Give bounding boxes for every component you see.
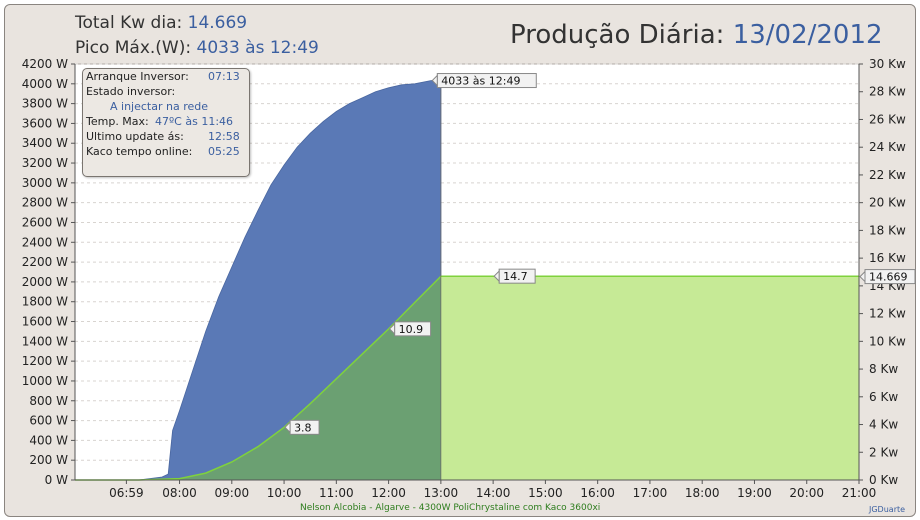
x-tick-label: 06:59 bbox=[109, 486, 144, 500]
footer-caption: Nelson Alcobia - Algarve - 4300W PoliChr… bbox=[300, 503, 601, 513]
y-right-tick-label: 0 Kw bbox=[869, 473, 898, 487]
y-left-tick-label: 2000 W bbox=[22, 275, 68, 289]
data-label: 4033 às 12:49 bbox=[431, 73, 537, 89]
y-left-tick-label: 400 W bbox=[29, 433, 68, 447]
x-tick-label: 11:00 bbox=[319, 486, 354, 500]
data-label: 10.9 bbox=[388, 321, 432, 337]
start-label: Arranque Inversor: bbox=[86, 70, 189, 83]
y-right-tick-label: 22 Kw bbox=[869, 168, 906, 182]
peak-header: Pico Máx.(W): 4033 às 12:49 bbox=[75, 38, 319, 58]
data-label-text: 3.8 bbox=[294, 421, 312, 434]
y-right-tick-label: 18 Kw bbox=[869, 223, 906, 237]
data-label: 14.7 bbox=[493, 268, 536, 284]
peak-label: Pico Máx.(W): bbox=[75, 38, 192, 58]
data-label-pointer bbox=[859, 270, 866, 283]
y-left-tick-label: 1800 W bbox=[22, 295, 68, 309]
chart-title: Produção Diária: 13/02/2012 bbox=[510, 20, 883, 50]
y-left-tick-label: 2400 W bbox=[22, 235, 68, 249]
state-label: Estado inversor: bbox=[86, 85, 176, 98]
y-left-tick-label: 2200 W bbox=[22, 255, 68, 269]
y-left-tick-label: 3800 W bbox=[22, 97, 68, 111]
chart-title-label: Produção Diária: bbox=[510, 20, 725, 50]
online-label: Kaco tempo online: bbox=[86, 145, 193, 158]
x-tick-label: 16:00 bbox=[580, 486, 615, 500]
energy-series-area-flat bbox=[440, 276, 859, 480]
x-tick-label: 18:00 bbox=[685, 486, 720, 500]
y-left-tick-label: 1000 W bbox=[22, 374, 68, 388]
total-kw-label: Total Kw dia: bbox=[75, 13, 183, 33]
update-value: 12:58 bbox=[208, 130, 240, 143]
y-left-tick-label: 1200 W bbox=[22, 354, 68, 368]
data-label-text: 14.7 bbox=[503, 270, 527, 283]
data-label-text: 14.669 bbox=[869, 271, 908, 284]
state-value: A injectar na rede bbox=[110, 100, 209, 113]
y-left-tick-label: 0 W bbox=[45, 473, 68, 487]
data-label-pointer bbox=[431, 74, 438, 87]
data-label-text: 4033 às 12:49 bbox=[441, 75, 520, 88]
peak-value: 4033 às 12:49 bbox=[196, 38, 319, 58]
y-left-tick-label: 2600 W bbox=[22, 215, 68, 229]
total-kw-value: 14.669 bbox=[187, 13, 248, 33]
x-tick-label: 13:00 bbox=[424, 486, 459, 500]
footer-credit: JGDuarte bbox=[869, 505, 906, 514]
x-tick-label: 15:00 bbox=[528, 486, 563, 500]
data-label-pointer bbox=[388, 322, 396, 336]
y-right-tick-label: 10 Kw bbox=[869, 334, 906, 348]
y-left-tick-label: 600 W bbox=[29, 414, 68, 428]
data-label-pointer bbox=[284, 421, 291, 434]
data-label-pointer bbox=[493, 269, 500, 283]
y-right-tick-label: 28 Kw bbox=[869, 85, 906, 99]
y-left-tick-label: 1400 W bbox=[22, 334, 68, 348]
energy-series-line bbox=[75, 275, 859, 481]
x-tick-label: 19:00 bbox=[737, 486, 772, 500]
y-left-tick-label: 3000 W bbox=[22, 176, 68, 190]
y-right-tick-label: 8 Kw bbox=[869, 362, 898, 376]
x-tick-label: 09:00 bbox=[215, 486, 250, 500]
y-left-tick-label: 3400 W bbox=[22, 136, 68, 150]
energy-series-area-active bbox=[75, 276, 441, 480]
update-label: Ultimo update ás: bbox=[86, 130, 184, 143]
total-kw-header: Total Kw dia: 14.669 bbox=[75, 13, 247, 33]
data-label-text: 10.9 bbox=[399, 323, 424, 336]
y-right-tick-label: 26 Kw bbox=[869, 112, 906, 126]
x-tick-label: 08:00 bbox=[162, 486, 197, 500]
y-left-tick-label: 800 W bbox=[29, 394, 68, 408]
data-label: 3.8 bbox=[284, 419, 320, 435]
y-left-tick-label: 4200 W bbox=[22, 57, 68, 71]
y-right-tick-label: 6 Kw bbox=[869, 390, 898, 404]
x-tick-label: 12:00 bbox=[371, 486, 406, 500]
online-value: 05:25 bbox=[208, 145, 240, 158]
y-left-tick-label: 200 W bbox=[29, 453, 68, 467]
data-label: 14.669 bbox=[859, 269, 916, 285]
x-tick-label: 14:00 bbox=[476, 486, 511, 500]
inverter-info-box: Arranque Inversor: 07:13 Estado inversor… bbox=[82, 68, 250, 177]
y-left-tick-label: 3200 W bbox=[22, 156, 68, 170]
y-right-tick-label: 12 Kw bbox=[869, 307, 906, 321]
y-right-tick-label: 30 Kw bbox=[869, 57, 906, 71]
y-right-tick-label: 24 Kw bbox=[869, 140, 906, 154]
chart-title-date: 13/02/2012 bbox=[732, 20, 883, 50]
y-left-tick-label: 2800 W bbox=[22, 196, 68, 210]
temp-value: 47ºC às 11:46 bbox=[155, 115, 234, 128]
x-tick-label: 10:00 bbox=[267, 486, 302, 500]
start-value: 07:13 bbox=[208, 70, 240, 83]
y-right-tick-label: 20 Kw bbox=[869, 196, 906, 210]
x-tick-label: 17:00 bbox=[633, 486, 668, 500]
x-tick-label: 21:00 bbox=[842, 486, 877, 500]
y-left-tick-label: 4000 W bbox=[22, 77, 68, 91]
x-tick-label: 20:00 bbox=[789, 486, 824, 500]
y-left-tick-label: 3600 W bbox=[22, 116, 68, 130]
y-right-tick-label: 2 Kw bbox=[869, 445, 898, 459]
y-left-tick-label: 1600 W bbox=[22, 315, 68, 329]
y-right-tick-label: 4 Kw bbox=[869, 418, 898, 432]
temp-label: Temp. Max: bbox=[86, 115, 149, 128]
y-right-tick-label: 16 Kw bbox=[869, 251, 906, 265]
